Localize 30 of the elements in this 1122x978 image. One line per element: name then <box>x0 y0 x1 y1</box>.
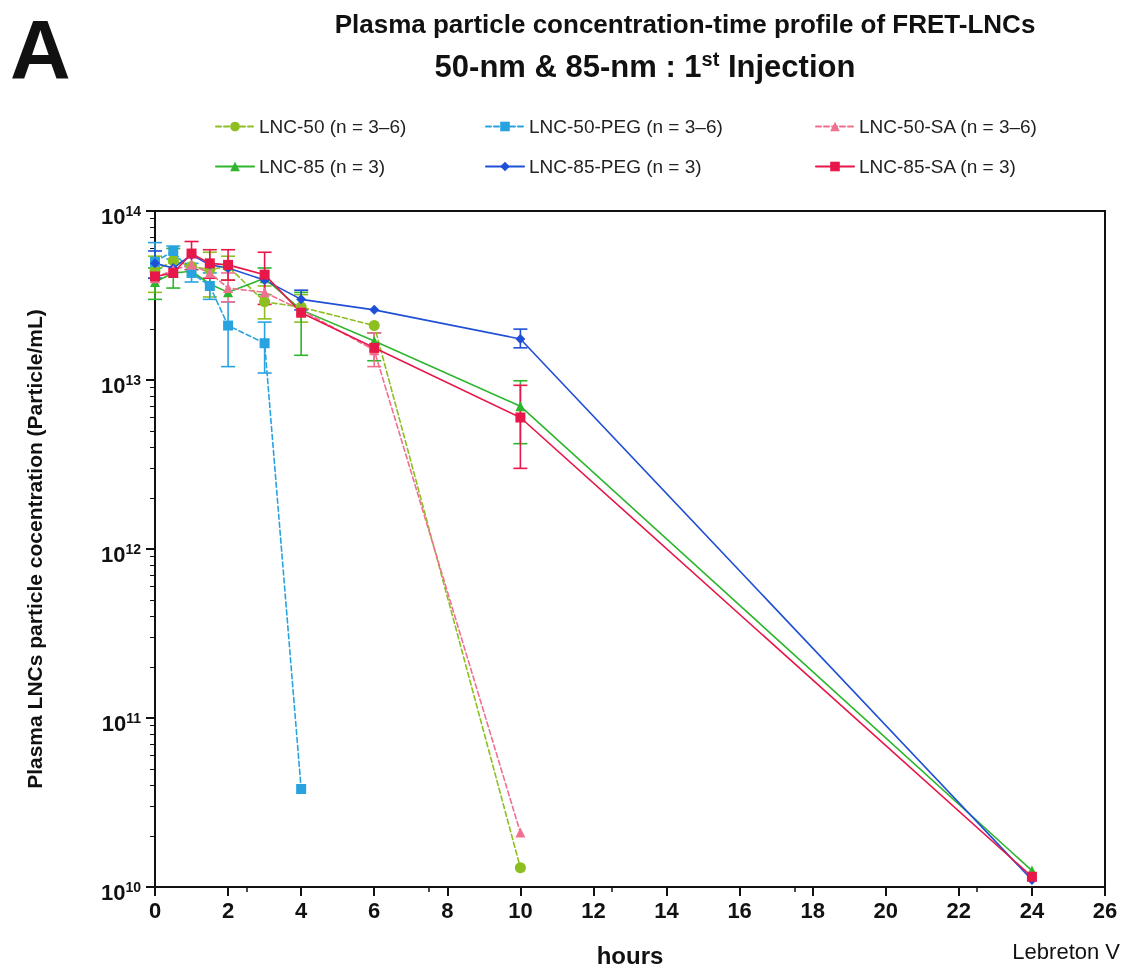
text: Lebreton V <box>1012 938 1121 964</box>
x-tick-label: 22 <box>946 897 972 923</box>
legend-label: LNC-85 (n = 3) <box>259 156 386 177</box>
x-tick-label: 20 <box>873 897 899 923</box>
legend-label: LNC-85-PEG (n = 3) <box>529 156 702 177</box>
x-tick-label: 16 <box>727 897 752 923</box>
x-tick-label: 0 <box>148 897 162 923</box>
x-tick-label: 10 <box>508 897 533 923</box>
x-tick-label: 26 <box>1092 897 1118 923</box>
x-tick-label: 4 <box>295 897 309 923</box>
legend-label: LNC-85-SA (n = 3) <box>859 156 1016 177</box>
x-tick-label: 6 <box>368 897 381 923</box>
x-tick-label: 12 <box>581 897 606 923</box>
x-tick-label: 2 <box>221 897 235 923</box>
legend-label: LNC-50 (n = 3–6) <box>259 116 407 137</box>
y-tick-label: 10$^{13}$ <box>100 371 141 401</box>
y-tick-label: 10$^{11}$ <box>101 709 141 739</box>
chart-title: Plasma particle concentration-time profile of FRET-LNCs <box>334 9 1036 39</box>
x-tick-label: 18 <box>800 897 825 923</box>
x-axis-title: hours <box>596 941 664 969</box>
text: A <box>10 3 71 97</box>
legend-label: LNC-50-PEG (n = 3–6) <box>529 116 723 137</box>
x-tick-label: 8 <box>441 897 454 923</box>
x-tick-label: 24 <box>1019 897 1045 923</box>
y-tick-label: 10$^{10}$ <box>100 878 141 908</box>
x-tick-label: 14 <box>654 897 680 923</box>
y-axis-title: Plasma LNCs particle cocentration (Particle/mL) <box>23 309 46 789</box>
legend-label: LNC-50-SA (n = 3–6) <box>859 116 1037 137</box>
y-tick-label: 10$^{14}$ <box>100 202 141 232</box>
y-tick-label: 10$^{12}$ <box>100 540 141 570</box>
